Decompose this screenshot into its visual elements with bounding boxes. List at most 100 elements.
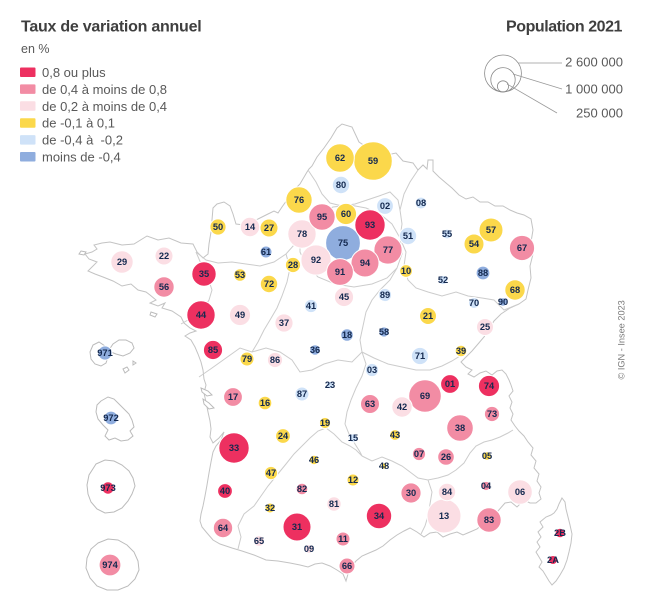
svg-text:86: 86: [270, 355, 280, 365]
svg-text:51: 51: [403, 231, 413, 241]
svg-text:58: 58: [379, 327, 389, 337]
svg-text:27: 27: [264, 223, 274, 233]
svg-text:80: 80: [336, 180, 346, 190]
svg-text:01: 01: [445, 379, 455, 389]
svg-text:Population 2021: Population 2021: [506, 19, 622, 36]
svg-text:71: 71: [415, 351, 425, 361]
svg-text:81: 81: [329, 499, 339, 509]
svg-text:0,8 ou plus: 0,8 ou plus: [42, 65, 106, 80]
svg-text:09: 09: [304, 544, 314, 554]
svg-text:35: 35: [199, 269, 209, 279]
svg-text:18: 18: [342, 330, 352, 340]
svg-text:36: 36: [310, 345, 320, 355]
svg-text:04: 04: [481, 481, 492, 491]
svg-text:91: 91: [335, 267, 345, 277]
svg-text:03: 03: [367, 365, 377, 375]
svg-text:57: 57: [486, 225, 496, 235]
svg-text:38: 38: [455, 423, 465, 433]
svg-text:84: 84: [442, 487, 453, 497]
svg-text:95: 95: [317, 212, 327, 222]
svg-text:59: 59: [368, 156, 378, 166]
svg-text:44: 44: [196, 310, 207, 320]
svg-text:34: 34: [374, 511, 385, 521]
svg-text:05: 05: [482, 451, 492, 461]
svg-text:70: 70: [469, 298, 479, 308]
svg-text:65: 65: [254, 536, 264, 546]
svg-text:61: 61: [261, 247, 271, 257]
svg-text:en %: en %: [21, 42, 50, 56]
svg-text:67: 67: [517, 243, 527, 253]
svg-text:43: 43: [390, 430, 400, 440]
svg-text:26: 26: [441, 452, 451, 462]
svg-text:973: 973: [100, 483, 116, 493]
svg-text:moins de -0,4: moins de -0,4: [42, 150, 121, 165]
svg-text:de -0,1 à 0,1: de -0,1 à 0,1: [42, 116, 115, 131]
svg-text:66: 66: [342, 561, 352, 571]
svg-text:16: 16: [260, 398, 270, 408]
svg-text:11: 11: [338, 534, 348, 544]
svg-text:72: 72: [264, 279, 274, 289]
svg-text:56: 56: [159, 282, 169, 292]
svg-text:87: 87: [297, 389, 307, 399]
svg-text:49: 49: [235, 310, 245, 320]
svg-text:37: 37: [279, 318, 289, 328]
svg-text:64: 64: [218, 523, 229, 533]
svg-text:07: 07: [414, 449, 424, 459]
svg-text:41: 41: [306, 301, 316, 311]
svg-text:88: 88: [478, 268, 488, 278]
svg-text:28: 28: [288, 260, 298, 270]
svg-text:75: 75: [338, 238, 348, 248]
svg-text:972: 972: [103, 413, 119, 423]
svg-text:24: 24: [278, 431, 289, 441]
svg-text:15: 15: [348, 433, 358, 443]
svg-text:974: 974: [102, 560, 118, 570]
svg-text:08: 08: [416, 198, 426, 208]
svg-text:971: 971: [97, 348, 113, 358]
svg-text:2B: 2B: [554, 528, 566, 538]
svg-text:de 0,4 à moins de 0,8: de 0,4 à moins de 0,8: [42, 82, 167, 97]
svg-text:06: 06: [515, 487, 525, 497]
svg-text:17: 17: [228, 392, 238, 402]
svg-text:52: 52: [438, 275, 448, 285]
svg-text:25: 25: [480, 322, 490, 332]
svg-text:90: 90: [498, 297, 508, 307]
svg-text:29: 29: [117, 257, 127, 267]
svg-text:39: 39: [456, 346, 466, 356]
svg-text:33: 33: [229, 443, 239, 453]
svg-text:Taux de variation annuel: Taux de variation annuel: [21, 19, 201, 36]
svg-text:45: 45: [339, 292, 349, 302]
svg-text:de -0,4 à -0,2: de -0,4 à -0,2: [42, 133, 123, 148]
svg-text:60: 60: [341, 209, 351, 219]
svg-text:1 000 000: 1 000 000: [565, 82, 623, 97]
svg-text:85: 85: [208, 345, 218, 355]
svg-text:22: 22: [159, 251, 169, 261]
svg-text:53: 53: [235, 270, 245, 280]
svg-text:19: 19: [320, 418, 330, 428]
svg-text:54: 54: [469, 239, 480, 249]
svg-text:79: 79: [242, 354, 252, 364]
svg-text:69: 69: [420, 391, 430, 401]
svg-text:13: 13: [439, 511, 449, 521]
svg-text:31: 31: [292, 522, 302, 532]
svg-text:82: 82: [297, 484, 307, 494]
svg-text:78: 78: [297, 229, 307, 239]
svg-text:2 600 000: 2 600 000: [565, 55, 623, 70]
svg-text:92: 92: [311, 255, 321, 265]
svg-text:46: 46: [309, 455, 319, 465]
svg-text:30: 30: [406, 488, 416, 498]
svg-text:23: 23: [325, 380, 335, 390]
svg-text:32: 32: [265, 503, 275, 513]
svg-text:14: 14: [245, 222, 256, 232]
svg-text:62: 62: [335, 153, 345, 163]
svg-text:12: 12: [348, 475, 358, 485]
svg-text:40: 40: [220, 486, 230, 496]
svg-text:73: 73: [487, 409, 497, 419]
svg-text:68: 68: [510, 285, 520, 295]
svg-text:93: 93: [365, 220, 375, 230]
svg-text:83: 83: [484, 515, 494, 525]
svg-text:89: 89: [380, 290, 390, 300]
svg-text:42: 42: [397, 402, 407, 412]
svg-text:76: 76: [294, 195, 304, 205]
svg-text:10: 10: [401, 266, 411, 276]
svg-text:48: 48: [379, 461, 389, 471]
